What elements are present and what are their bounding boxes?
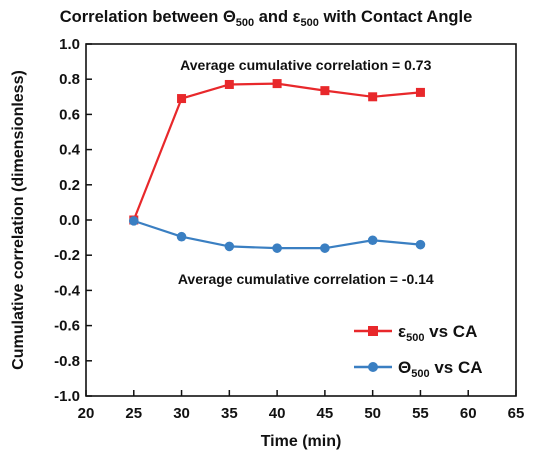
axis-ticks: 20 25 30 35 40 45 50 55 60 65 -1.0 -0.8 -0.6 -0.4 -0.2… (54, 36, 524, 422)
title-sub1: 500 (236, 17, 254, 29)
legend-marker-theta (368, 362, 378, 372)
y-tick-label: -0.4 (54, 282, 81, 299)
annotations: Average cumulative correlation = 0.73 Ave… (178, 57, 434, 287)
title-prefix: Correlation between (60, 8, 223, 26)
y-tick-label: -0.2 (54, 247, 80, 264)
legend: ε500 vs CA Θ500 vs CA (354, 322, 483, 380)
title-sub2: 500 (301, 17, 319, 29)
x-tick-label: 45 (317, 405, 334, 422)
legend-eps-sub: 500 (406, 332, 424, 344)
series-line-0 (132, 82, 421, 221)
title-sym1: Θ (223, 8, 236, 26)
x-tick-label: 65 (508, 405, 525, 422)
data-point-0 (224, 79, 234, 89)
x-axis-label: Time (min) (261, 433, 342, 450)
data-point-0 (320, 86, 330, 96)
x-tick-label: 35 (221, 405, 238, 422)
y-tick-label: 0.6 (59, 106, 80, 123)
x-tick-label: 60 (460, 405, 477, 422)
title-sym2: ε (293, 8, 301, 26)
y-tick-label: -0.8 (54, 353, 80, 370)
y-tick-label: 0.2 (59, 177, 80, 194)
legend-label-theta: Θ500 vs CA (398, 358, 483, 380)
data-point-1 (415, 239, 426, 250)
data-point-1 (320, 243, 330, 253)
data-point-1 (224, 241, 235, 252)
x-tick-label: 20 (78, 405, 95, 422)
title-middle: and (254, 8, 293, 26)
series-layer (128, 79, 426, 253)
data-point-1 (272, 243, 282, 253)
y-tick-label: 1.0 (59, 36, 80, 53)
x-tick-label: 40 (269, 405, 286, 422)
legend-theta-suffix: vs CA (430, 358, 483, 377)
legend-theta-symbol: Θ (398, 358, 411, 377)
chart-title: Correlation between Θ500 and ε500 with C… (60, 8, 473, 29)
y-axis-label: Cumulative correlation (dimensionless) (10, 70, 27, 370)
data-point-0 (272, 79, 282, 89)
annotation-1: Average cumulative correlation = -0.14 (178, 271, 434, 287)
y-tick-label: 0.0 (59, 212, 80, 229)
x-tick-label: 25 (125, 405, 142, 422)
plot-frame (85, 43, 517, 397)
data-point-0 (177, 94, 187, 104)
legend-marker-eps (368, 326, 378, 336)
y-tick-label: -1.0 (54, 388, 80, 405)
legend-label-eps: ε500 vs CA (398, 322, 477, 344)
legend-item-theta: Θ500 vs CA (354, 358, 483, 380)
x-tick-label: 55 (412, 405, 429, 422)
annotation-0: Average cumulative correlation = 0.73 (180, 57, 431, 73)
data-point-0 (415, 87, 425, 97)
legend-theta-sub: 500 (411, 368, 429, 380)
x-tick-label: 30 (173, 405, 190, 422)
data-point-1 (176, 231, 187, 242)
y-tick-label: 0.8 (59, 71, 80, 88)
y-tick-label: 0.4 (59, 142, 81, 159)
legend-item-eps: ε500 vs CA (354, 322, 477, 344)
title-suffix: with Contact Angle (319, 8, 472, 26)
data-point-0 (368, 92, 378, 102)
data-point-1 (128, 216, 139, 226)
legend-eps-suffix: vs CA (424, 322, 477, 341)
y-tick-label: -0.6 (54, 318, 80, 335)
x-tick-label: 50 (364, 405, 381, 422)
legend-eps-symbol: ε (398, 322, 406, 341)
data-point-1 (367, 235, 378, 246)
